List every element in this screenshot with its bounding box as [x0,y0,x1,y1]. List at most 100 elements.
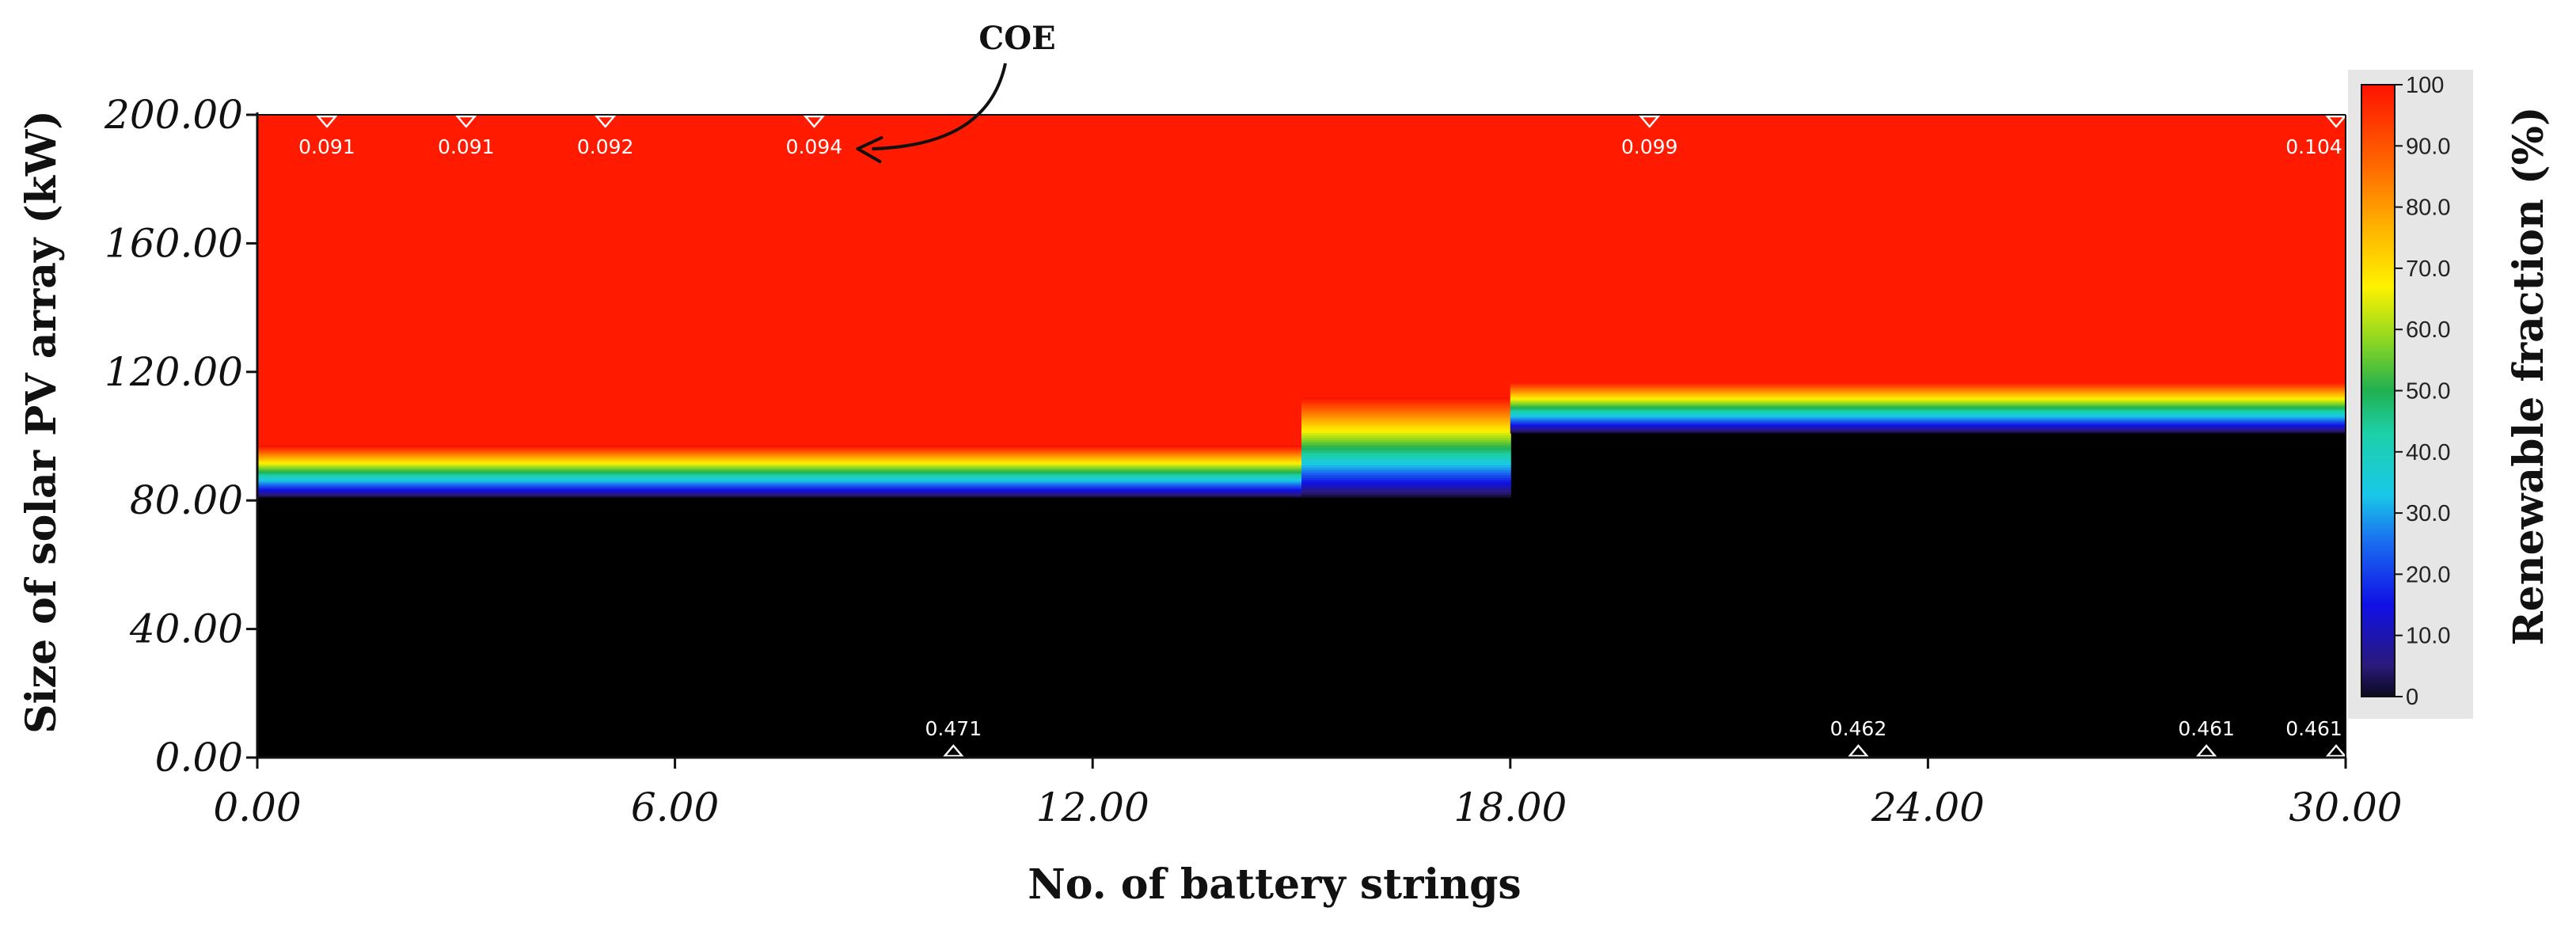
heatmap-band-cell [257,480,1302,483]
heatmap-band-cell [1301,459,1511,463]
heatmap-band-cell [1301,420,1511,424]
y-tick-label: 120.00 [104,349,243,395]
heatmap-band-cell [1301,489,1511,493]
heatmap-band-cell [1301,467,1511,471]
heatmap-band-cell [1301,397,1511,401]
heatmap-band-cell [1510,399,2346,401]
heatmap-band-cell [1301,450,1511,454]
coe-overlay: 0.091 0.091 0.092 0.094 0.099 0.104 0.471 0.462… [298,20,2347,758]
colorbar-tick-label: 90.0 [2406,134,2450,159]
heatmap-band-cell [1510,415,2346,417]
heatmap-band-cell [1301,415,1511,419]
coe-value-label: 0.471 [925,717,982,740]
heatmap-band-cell [1510,384,2346,386]
coe-marker-down [594,115,617,128]
heatmap-band-cell [257,494,1302,497]
heatmap-band-cell [1510,411,2346,413]
colorbar-tick-label: 60.0 [2406,317,2450,343]
heatmap-band-cell [1510,401,2346,405]
y-tick-label: 0.00 [155,735,243,781]
coe-callout-label: COE [978,20,1055,57]
heatmap-band-cell [257,475,1302,477]
heatmap-band-cell [1510,386,2346,389]
heatmap-band-cell [1510,422,2346,425]
heatmap-band-cell [1510,393,2346,395]
heatmap-band-cell [1510,385,2346,388]
heatmap-band-cell [257,471,1302,473]
colorbar-tick-label: 30.0 [2406,501,2450,526]
heatmap-band-cell [257,463,1302,466]
x-axis-title: No. of battery strings [1028,860,1521,909]
colorbar-tick-label: 20.0 [2406,562,2450,587]
heatmap-band-cell [1510,409,2346,412]
heatmap-band-cell [257,466,1302,469]
axes: 0.00 40.00 80.00 120.00 160.00 200.00 0.00 6.00… [104,92,2403,830]
heatmap-band-cell [257,456,1302,458]
heatmap-band-cell [257,457,1302,460]
heatmap-full-region [1301,115,1511,398]
heatmap-band-cell [1301,410,1511,413]
heatmap-band-cell [1510,382,2346,385]
heatmap-band-cell [1510,391,2346,394]
coe-value-label: 0.461 [2285,717,2342,740]
coe-marker-down [2325,115,2347,128]
heatmap-band-cell [1301,445,1511,448]
coe-value-label: 0.099 [1621,135,1678,158]
heatmap-band-cell [1510,395,2346,398]
heatmap-band-cell [257,460,1302,462]
heatmap-band-cell [257,473,1302,475]
heatmap-band-cell [257,450,1302,452]
colorbar-tick-label: 100 [2406,73,2444,98]
heatmap-band-cell [1510,405,2346,408]
heatmap-band-cell [1301,457,1511,461]
heatmap-band-cell [1301,400,1511,404]
heatmap-band-cell [257,454,1302,457]
heatmap-band-cell [257,483,1302,485]
heatmap-band-cell [257,469,1302,471]
coe-marker-up [2325,744,2347,758]
heatmap-band-cell [257,496,1302,498]
heatmap-band-cell [1301,447,1511,450]
heatmap-band-cell [1301,442,1511,446]
y-tick-label: 80.00 [130,477,243,523]
coe-marker-down [803,115,826,128]
heatmap-band-cell [1510,420,2346,422]
heatmap-band-cell [1510,388,2346,390]
heatmap-band-cell [257,488,1302,490]
heatmap-band-cell [1510,421,2346,424]
heatmap-band-cell [1510,398,2346,401]
heatmap-band-cell [257,477,1302,480]
heatmap-band-cell [1301,492,1511,496]
coe-value-label: 0.092 [577,135,634,158]
heatmap-band-cell [1301,412,1511,416]
coe-marker-down [316,115,338,128]
heatmap-band-cell [257,477,1302,479]
coe-value-label: 0.091 [438,135,495,158]
coe-callout-arrowhead [856,136,883,163]
heatmap-band-cell [257,467,1302,470]
heatmap-band-cell [257,473,1302,477]
heatmap-band-cell [257,470,1302,473]
heatmap-band-cell [1301,402,1511,406]
heatmap-band-cell [1301,474,1511,478]
heatmap-band-cell [257,465,1302,467]
heatmap-band-cell [1510,419,2346,421]
colorbar-gradient [2361,84,2396,697]
heatmap-band-cell [257,487,1302,489]
heatmap-band-cell [1510,424,2346,426]
heatmap-band-cell [1510,417,2346,420]
heatmap-band-cell [1301,427,1511,431]
heatmap-band-cell [1301,424,1511,428]
heatmap-band-cell [1301,405,1511,408]
x-tick-label: 24.00 [1871,784,1985,830]
heatmap-band-cell [257,493,1302,496]
coe-callout-arrow [872,63,1007,150]
heatmap-band-cell [257,492,1302,494]
colorbar-tick-label: 40.0 [2406,440,2450,465]
heatmap-band-cell [257,491,1302,493]
heatmap-band-cell [1510,416,2346,419]
coe-value-label: 0.094 [786,135,843,158]
heatmap-band-cell [257,479,1302,481]
heatmap-band-cell [1301,462,1511,465]
heatmap-band-cell [1301,494,1511,498]
